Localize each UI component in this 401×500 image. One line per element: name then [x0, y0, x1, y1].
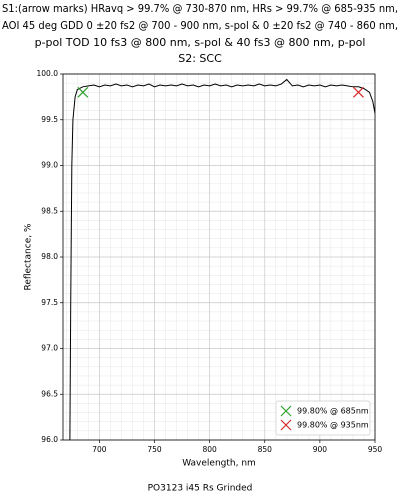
- title-line: p-pol TOD 10 fs3 @ 800 nm, s-pol & 40 fs…: [35, 36, 366, 49]
- y-tick-label: 96.5: [41, 389, 58, 398]
- title-line: S2: SCC: [178, 52, 222, 65]
- legend-label: 99.80% @ 935nm: [297, 421, 369, 430]
- title-line: AOI 45 deg GDD 0 ±20 fs2 @ 700 - 900 nm,…: [2, 19, 398, 32]
- y-tick-label: 97.5: [41, 298, 58, 307]
- data-line: [69, 78, 375, 440]
- x-tick-label: 950: [368, 445, 383, 454]
- x-marker: [353, 86, 364, 98]
- legend-box: [275, 400, 371, 436]
- plot-area: [69, 78, 375, 440]
- legend-marker: [280, 405, 292, 417]
- legend-label: 99.80% @ 685nm: [297, 407, 369, 416]
- plot-frame: [62, 73, 376, 441]
- footer: PO3123 i45 Rs Grinded: [148, 484, 253, 494]
- y-tick-label: 100.0: [37, 69, 59, 78]
- x-tick-label: 750: [147, 445, 162, 454]
- y-axis-label: Reflectance, %: [24, 223, 34, 290]
- title-line: S1:(arrow marks) HRavq > 99.7% @ 730-870…: [2, 2, 398, 15]
- x-tick-label: 800: [202, 445, 217, 454]
- x-tick-label: 700: [92, 445, 107, 454]
- x-marker: [77, 86, 89, 98]
- y-tick-label: 96.0: [41, 435, 58, 444]
- x-axis-label: Wavelength, nm: [182, 459, 256, 469]
- y-tick-label: 99.0: [41, 161, 58, 170]
- y-tick-label: 98.5: [41, 206, 58, 215]
- x-tick-label: 850: [258, 445, 273, 454]
- legend-marker: [280, 419, 292, 431]
- y-tick-label: 97.0: [41, 344, 58, 353]
- y-tick-label: 99.5: [41, 115, 58, 124]
- x-tick-label: 900: [313, 445, 328, 454]
- y-tick-label: 98.0: [41, 252, 58, 261]
